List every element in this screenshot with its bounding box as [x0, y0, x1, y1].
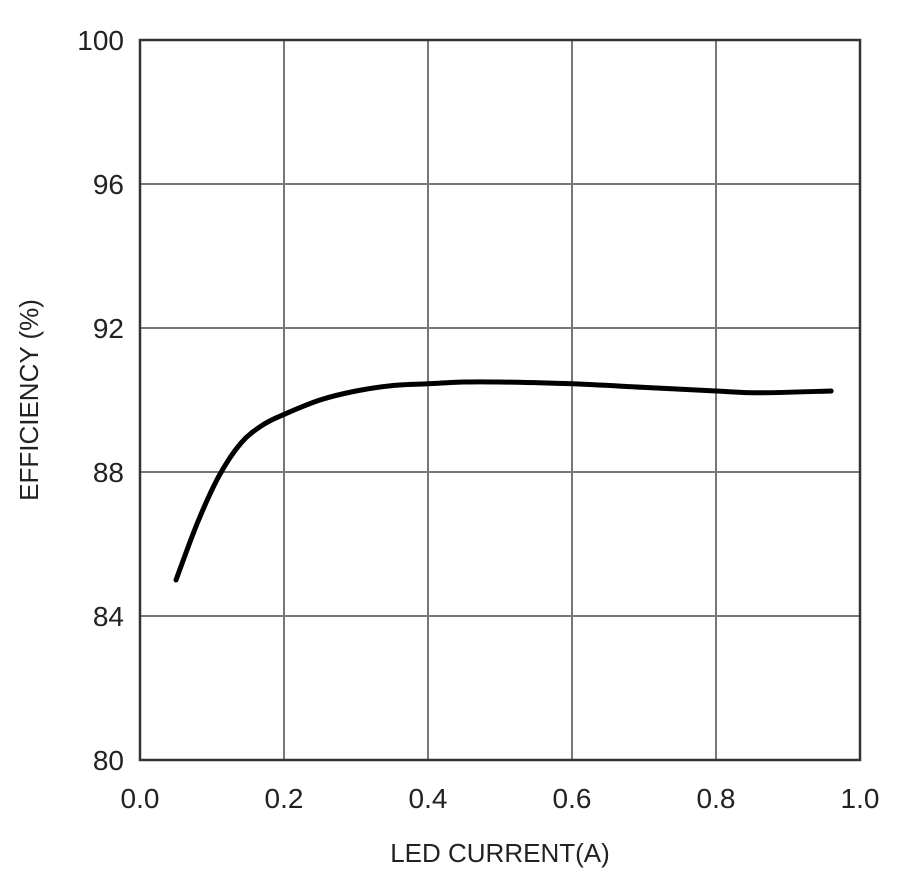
- y-tick-label: 80: [93, 745, 124, 776]
- series: [173, 379, 834, 583]
- y-tick-label: 92: [93, 313, 124, 344]
- x-tick-label: 0.4: [409, 783, 448, 814]
- plot-frame: [138, 38, 862, 762]
- y-tick-label: 88: [93, 457, 124, 488]
- x-tick-labels: 0.0 0.2 0.4 0.6 0.8 1.0: [121, 783, 880, 814]
- x-tick-label: 0.0: [121, 783, 160, 814]
- x-axis-title: LED CURRENT(A): [390, 838, 610, 868]
- efficiency-curve: [173, 379, 834, 583]
- y-axis-title: EFFICIENCY (%): [14, 299, 44, 501]
- grid: [139, 39, 861, 761]
- x-tick-label: 0.6: [553, 783, 592, 814]
- y-tick-label: 84: [93, 601, 124, 632]
- x-tick-label: 1.0: [841, 783, 880, 814]
- x-tick-label: 0.8: [697, 783, 736, 814]
- x-tick-label: 0.2: [265, 783, 304, 814]
- y-tick-label: 96: [93, 169, 124, 200]
- y-tick-labels: 80 84 88 92 96 100: [77, 25, 124, 776]
- y-tick-label: 100: [77, 25, 124, 56]
